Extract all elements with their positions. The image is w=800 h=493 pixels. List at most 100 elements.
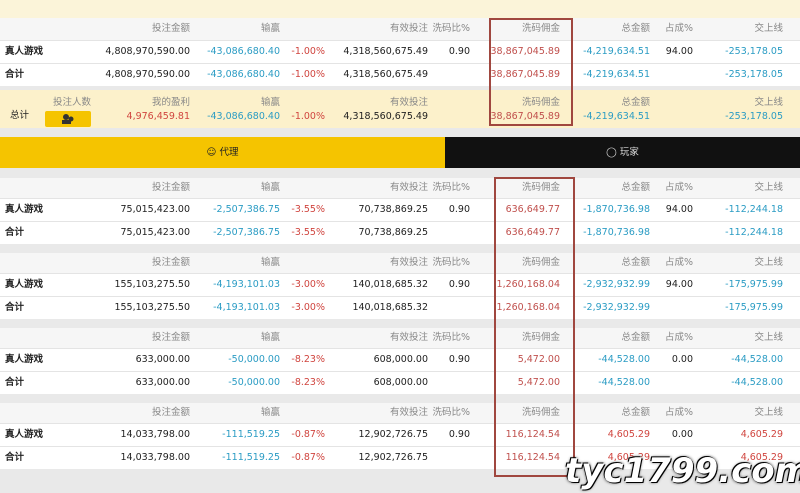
summary-value: -1.00% [291, 111, 325, 122]
column-header: 交上线 [754, 182, 783, 193]
watermark: tyc1799.com [565, 451, 800, 491]
tab-player[interactable]: ◯ 玩家 [445, 137, 800, 168]
column-header: 交上线 [754, 332, 783, 343]
column-header: 洗码佣金 [521, 407, 560, 418]
cell: -1.00% [291, 45, 325, 57]
table-header-bg [0, 403, 800, 423]
cell: 14,033,798.00 [120, 451, 190, 463]
column-header: 占成% [664, 407, 693, 418]
cell: 608,000.00 [373, 353, 428, 365]
cell: -3.55% [291, 226, 325, 238]
highlight-box [489, 18, 573, 126]
table-row-bg [0, 371, 800, 394]
cell: -3.00% [291, 278, 325, 290]
cell: 1,260,168.04 [496, 301, 560, 313]
cell: 4,318,560,675.49 [343, 45, 428, 57]
column-header: 总金额 [621, 407, 650, 418]
summary-label: 总金额 [621, 97, 650, 108]
cell: -44,528.00 [731, 353, 783, 365]
cell: -253,178.05 [725, 68, 783, 80]
summary-value: 38,867,045.89 [490, 111, 560, 122]
cell: 70,738,869.25 [358, 226, 428, 238]
cell: 116,124.54 [505, 428, 560, 440]
column-header: 总金额 [621, 23, 650, 34]
column-header: 占成% [664, 257, 693, 268]
icon [62, 114, 74, 124]
icon: ☺ [206, 147, 220, 158]
players-button[interactable] [45, 111, 91, 127]
cell: -8.23% [291, 376, 325, 388]
row-label: 合计 [5, 376, 25, 388]
table-header-bg [0, 178, 800, 198]
table-row-bg [0, 423, 800, 446]
cell: 155,103,275.50 [114, 278, 190, 290]
column-header: 投注金额 [151, 407, 190, 418]
summary-value: 4,318,560,675.49 [343, 111, 428, 122]
column-header: 洗码比% [432, 182, 470, 193]
row-label: 合计 [5, 226, 25, 238]
cell: 4,808,970,590.00 [105, 68, 190, 80]
cell: 0.90 [448, 278, 470, 290]
column-header: 投注金额 [151, 257, 190, 268]
summary-label: 洗码佣金 [521, 97, 560, 108]
column-header: 占成% [664, 332, 693, 343]
table-row-bg [0, 348, 800, 371]
column-header: 输赢 [260, 332, 280, 343]
cell: 155,103,275.50 [114, 301, 190, 313]
tab-agent[interactable]: ☺ 代理 [0, 137, 445, 168]
table-row-bg [0, 40, 800, 63]
cell: -1,870,736.98 [583, 226, 650, 238]
column-header: 总金额 [621, 182, 650, 193]
cell: 633,000.00 [135, 376, 190, 388]
column-header: 交上线 [754, 257, 783, 268]
column-header: 洗码比% [432, 23, 470, 34]
summary-value: -4,219,634.51 [583, 111, 650, 122]
players-label: 投注人数 [53, 97, 92, 108]
cell: 94.00 [665, 45, 693, 57]
cell: 4,605.29 [607, 428, 650, 440]
cell: -111,519.25 [222, 428, 280, 440]
cell: 5,472.00 [517, 353, 560, 365]
row-label: 真人游戏 [5, 45, 44, 57]
tab-label: ◯ 玩家 [445, 147, 800, 159]
cell: -3.55% [291, 203, 325, 215]
table-row-bg [0, 63, 800, 86]
column-header: 输赢 [260, 182, 280, 193]
summary-value: 4,976,459.81 [126, 111, 190, 122]
column-header: 投注金额 [151, 182, 190, 193]
row-label: 真人游戏 [5, 203, 44, 215]
summary-label: 有效投注 [389, 97, 428, 108]
column-header: 有效投注 [389, 23, 428, 34]
table-row-bg [0, 273, 800, 296]
cell: -44,528.00 [731, 376, 783, 388]
summary-value: -43,086,680.40 [207, 111, 280, 122]
tab-text: 代理 [219, 147, 239, 158]
cell: 94.00 [665, 203, 693, 215]
cell: -50,000.00 [228, 376, 280, 388]
cell: -112,244.18 [725, 226, 783, 238]
column-header: 洗码佣金 [521, 182, 560, 193]
cell: 633,000.00 [135, 353, 190, 365]
column-header: 总金额 [621, 332, 650, 343]
row-label: 合计 [5, 301, 25, 313]
cell: 94.00 [665, 278, 693, 290]
summary-title: 总计 [10, 110, 30, 121]
row-label: 真人游戏 [5, 428, 44, 440]
cell: -0.87% [291, 428, 325, 440]
cell: 1,260,168.04 [496, 278, 560, 290]
cell: 14,033,798.00 [120, 428, 190, 440]
table-header-bg [0, 18, 800, 40]
column-header: 输赢 [260, 23, 280, 34]
summary-label: 我的盈利 [151, 97, 190, 108]
cell: -3.00% [291, 301, 325, 313]
cell: -50,000.00 [228, 353, 280, 365]
cell: 4,318,560,675.49 [343, 68, 428, 80]
cell: 0.00 [671, 353, 693, 365]
cell: -2,932,932.99 [583, 301, 650, 313]
column-header: 有效投注 [389, 182, 428, 193]
column-header: 洗码比% [432, 332, 470, 343]
cell: -175,975.99 [725, 278, 783, 290]
column-header: 有效投注 [389, 407, 428, 418]
cell: 12,902,726.75 [358, 428, 428, 440]
